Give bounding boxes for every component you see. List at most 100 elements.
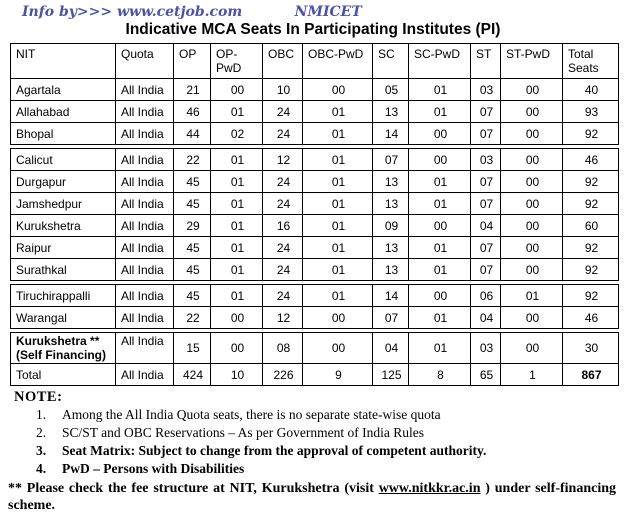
seat-cell: 24 (262, 236, 303, 259)
total-cell: 92 (562, 236, 619, 259)
seat-cell: 00 (500, 332, 563, 364)
quota-cell: All India (115, 306, 174, 329)
col-header-obc-pwd: OBC-PwD (302, 43, 373, 79)
seat-cell: 45 (173, 192, 211, 215)
table-row: Raipur All India 45 01 24 01 13 01 07 00 92 (10, 236, 619, 259)
seat-cell: 00 (500, 258, 563, 281)
quota-cell: All India (115, 148, 174, 171)
col-header-total-seats: Total Seats (562, 43, 619, 79)
nit-cell: Agartala (10, 78, 116, 101)
seat-cell: 03 (470, 332, 501, 364)
seats-table-segment-2: Calicut All India 22 01 12 01 07 00 03 00 46 Durgap… (10, 148, 619, 281)
seat-cell: 24 (262, 122, 303, 145)
nitkkr-link[interactable]: www.nitkkr.ac.in (378, 481, 481, 496)
seat-cell: 07 (372, 148, 409, 171)
seat-cell: 65 (470, 363, 501, 386)
seats-table-segment-3: Tiruchirappalli All India 45 01 24 01 14 00 06 01… (10, 284, 619, 329)
seat-cell: 01 (408, 100, 471, 123)
nit-cell: Surathkal (10, 258, 116, 281)
seat-cell: 22 (173, 306, 211, 329)
seat-cell: 12 (262, 148, 303, 171)
total-cell: 92 (562, 170, 619, 193)
note-text: PwD – Persons with Disabilities (62, 461, 245, 476)
notes-section: NOTE: 1. Among the All India Quota seats,… (8, 389, 618, 514)
seat-cell: 29 (173, 214, 211, 237)
seat-cell: 00 (302, 332, 373, 364)
seats-table-segment-4: Kurukshetra ** (Self Financing) All India 1… (10, 332, 619, 386)
seat-cell: 45 (173, 170, 211, 193)
note-number: 2. (36, 425, 47, 440)
seat-cell: 00 (500, 122, 563, 145)
quota-cell: All India (115, 78, 174, 101)
seat-cell: 01 (408, 258, 471, 281)
notes-title: NOTE: (14, 389, 63, 405)
seat-cell: 01 (500, 284, 563, 307)
nit-cell: Kurukshetra (10, 214, 116, 237)
table-row: Calicut All India 22 01 12 01 07 00 03 00 46 (10, 148, 619, 171)
seat-cell: 46 (173, 100, 211, 123)
seat-cell: 00 (500, 78, 563, 101)
seat-cell: 13 (372, 100, 409, 123)
table-row: Kurukshetra ** (Self Financing) All India 1… (10, 332, 619, 364)
seat-cell: 00 (210, 306, 263, 329)
table-row: Kurukshetra All India 29 01 16 01 09 00 04 00 60 (10, 214, 619, 237)
total-cell: 46 (562, 148, 619, 171)
seat-cell: 05 (372, 78, 409, 101)
seat-cell: 13 (372, 236, 409, 259)
seat-cell: 24 (262, 100, 303, 123)
seat-cell: 07 (372, 306, 409, 329)
table-row: Allahabad All India 46 01 24 01 13 01 07 00 93 (10, 100, 619, 123)
seat-cell: 01 (408, 236, 471, 259)
table-row: Tiruchirappalli All India 45 01 24 01 14 00 06 01… (10, 284, 619, 307)
seat-cell: 00 (302, 306, 373, 329)
page-title: Indicative MCA Seats In Participating In… (125, 21, 501, 38)
seat-cell: 04 (470, 214, 501, 237)
seat-cell: 00 (500, 192, 563, 215)
quota-cell: All India (115, 258, 174, 281)
col-header-op: OP (173, 43, 211, 79)
seat-cell: 01 (408, 192, 471, 215)
total-cell: 93 (562, 100, 619, 123)
seat-cell: 24 (262, 258, 303, 281)
seat-cell: 01 (408, 170, 471, 193)
seat-cell: 07 (470, 258, 501, 281)
col-header-quota: Quota (115, 43, 174, 79)
seat-cell: 00 (408, 214, 471, 237)
note-item-1: 1. Among the All India Quota seats, there… (8, 406, 618, 424)
seat-cell: 00 (500, 236, 563, 259)
col-header-op-pwd: OP-PwD (210, 43, 263, 79)
total-cell: 92 (562, 258, 619, 281)
seat-cell: 45 (173, 258, 211, 281)
nit-cell: Allahabad (10, 100, 116, 123)
note-item-2: 2. SC/ST and OBC Reservations – As per Go… (8, 424, 618, 442)
seat-cell: 01 (302, 236, 373, 259)
seat-cell: 07 (470, 100, 501, 123)
col-header-st: ST (470, 43, 501, 79)
seat-cell: 00 (210, 78, 263, 101)
seat-cell: 45 (173, 284, 211, 307)
footnote: ** Please check the fee structure at NIT… (8, 480, 616, 514)
total-cell: 92 (562, 284, 619, 307)
seat-cell: 04 (372, 332, 409, 364)
nit-cell: Jamshedpur (10, 192, 116, 215)
quota-cell: All India (115, 122, 174, 145)
seat-cell: 01 (302, 284, 373, 307)
note-text: SC/ST and OBC Reservations – As per Gove… (62, 425, 424, 440)
seat-cell: 01 (302, 122, 373, 145)
seat-cell: 16 (262, 214, 303, 237)
note-item-4: 4. PwD – Persons with Disabilities (8, 460, 618, 478)
seat-cell: 00 (408, 148, 471, 171)
seat-cell: 02 (210, 122, 263, 145)
quota-cell: All India (115, 236, 174, 259)
note-number: 3. (36, 443, 47, 458)
seat-cell: 00 (408, 122, 471, 145)
col-header-nit: NIT (10, 43, 116, 79)
nit-cell: Total (10, 363, 116, 386)
seat-cell: 21 (173, 78, 211, 101)
seat-cell: 01 (210, 258, 263, 281)
seat-cell: 14 (372, 122, 409, 145)
total-cell: 60 (562, 214, 619, 237)
seat-cell: 01 (210, 148, 263, 171)
total-cell: 867 (562, 363, 619, 386)
